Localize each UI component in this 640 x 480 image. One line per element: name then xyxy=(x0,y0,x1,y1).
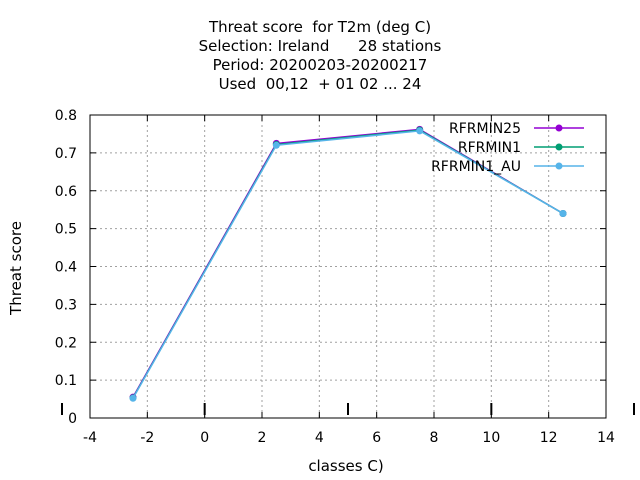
data-point xyxy=(559,209,567,217)
x-tick-label: 14 xyxy=(597,430,615,446)
y-tick-label: 0.5 xyxy=(55,222,77,238)
data-point xyxy=(416,127,424,135)
x-tick-label: 0 xyxy=(200,430,209,446)
legend-marker xyxy=(555,143,563,151)
y-tick-label: 0 xyxy=(68,411,77,427)
title-line-2: Selection: Ireland 28 stations xyxy=(198,37,442,55)
series-rfrmin1-au xyxy=(129,127,567,402)
y-tick-label: 0.1 xyxy=(55,373,77,389)
legend-label: RFRMIN25 xyxy=(449,121,521,137)
x-tick-label: 4 xyxy=(315,430,324,446)
x-tick-label: 2 xyxy=(258,430,267,446)
grid xyxy=(90,115,606,418)
legend-label: RFRMIN1 xyxy=(458,140,521,156)
legend-marker xyxy=(555,162,563,170)
plot-frame xyxy=(89,114,607,419)
legend-marker xyxy=(555,124,563,132)
x-tick-label: -4 xyxy=(83,430,97,446)
y-tick-label: 0.2 xyxy=(55,335,77,351)
title-line-1: Threat score for T2m (deg C) xyxy=(208,18,432,36)
class-marker-ticks xyxy=(61,403,635,415)
x-axis-label: classes C) xyxy=(308,457,383,475)
data-point xyxy=(129,394,137,402)
data-point xyxy=(272,141,280,149)
x-tick-label: 6 xyxy=(372,430,381,446)
x-tick-label: -2 xyxy=(140,430,154,446)
y-tick-label: 0.8 xyxy=(55,108,77,124)
title-line-3: Period: 20200203-20200217 xyxy=(212,56,428,74)
title-line-4: Used 00,12 + 01 02 ... 24 xyxy=(218,75,422,93)
y-tick-label: 0.4 xyxy=(55,260,77,276)
x-tick-label: 8 xyxy=(430,430,439,446)
y-tick-label: 0.7 xyxy=(55,146,77,162)
x-tick-label: 10 xyxy=(482,430,500,446)
y-tick-label: 0.6 xyxy=(55,184,77,200)
legend-label: RFRMIN1_AU xyxy=(431,159,521,175)
series-line xyxy=(132,130,564,399)
y-tick-label: 0.3 xyxy=(55,297,77,313)
x-tick-label: 12 xyxy=(540,430,558,446)
legend xyxy=(534,124,584,170)
y-axis-label: Threat score xyxy=(7,221,25,316)
